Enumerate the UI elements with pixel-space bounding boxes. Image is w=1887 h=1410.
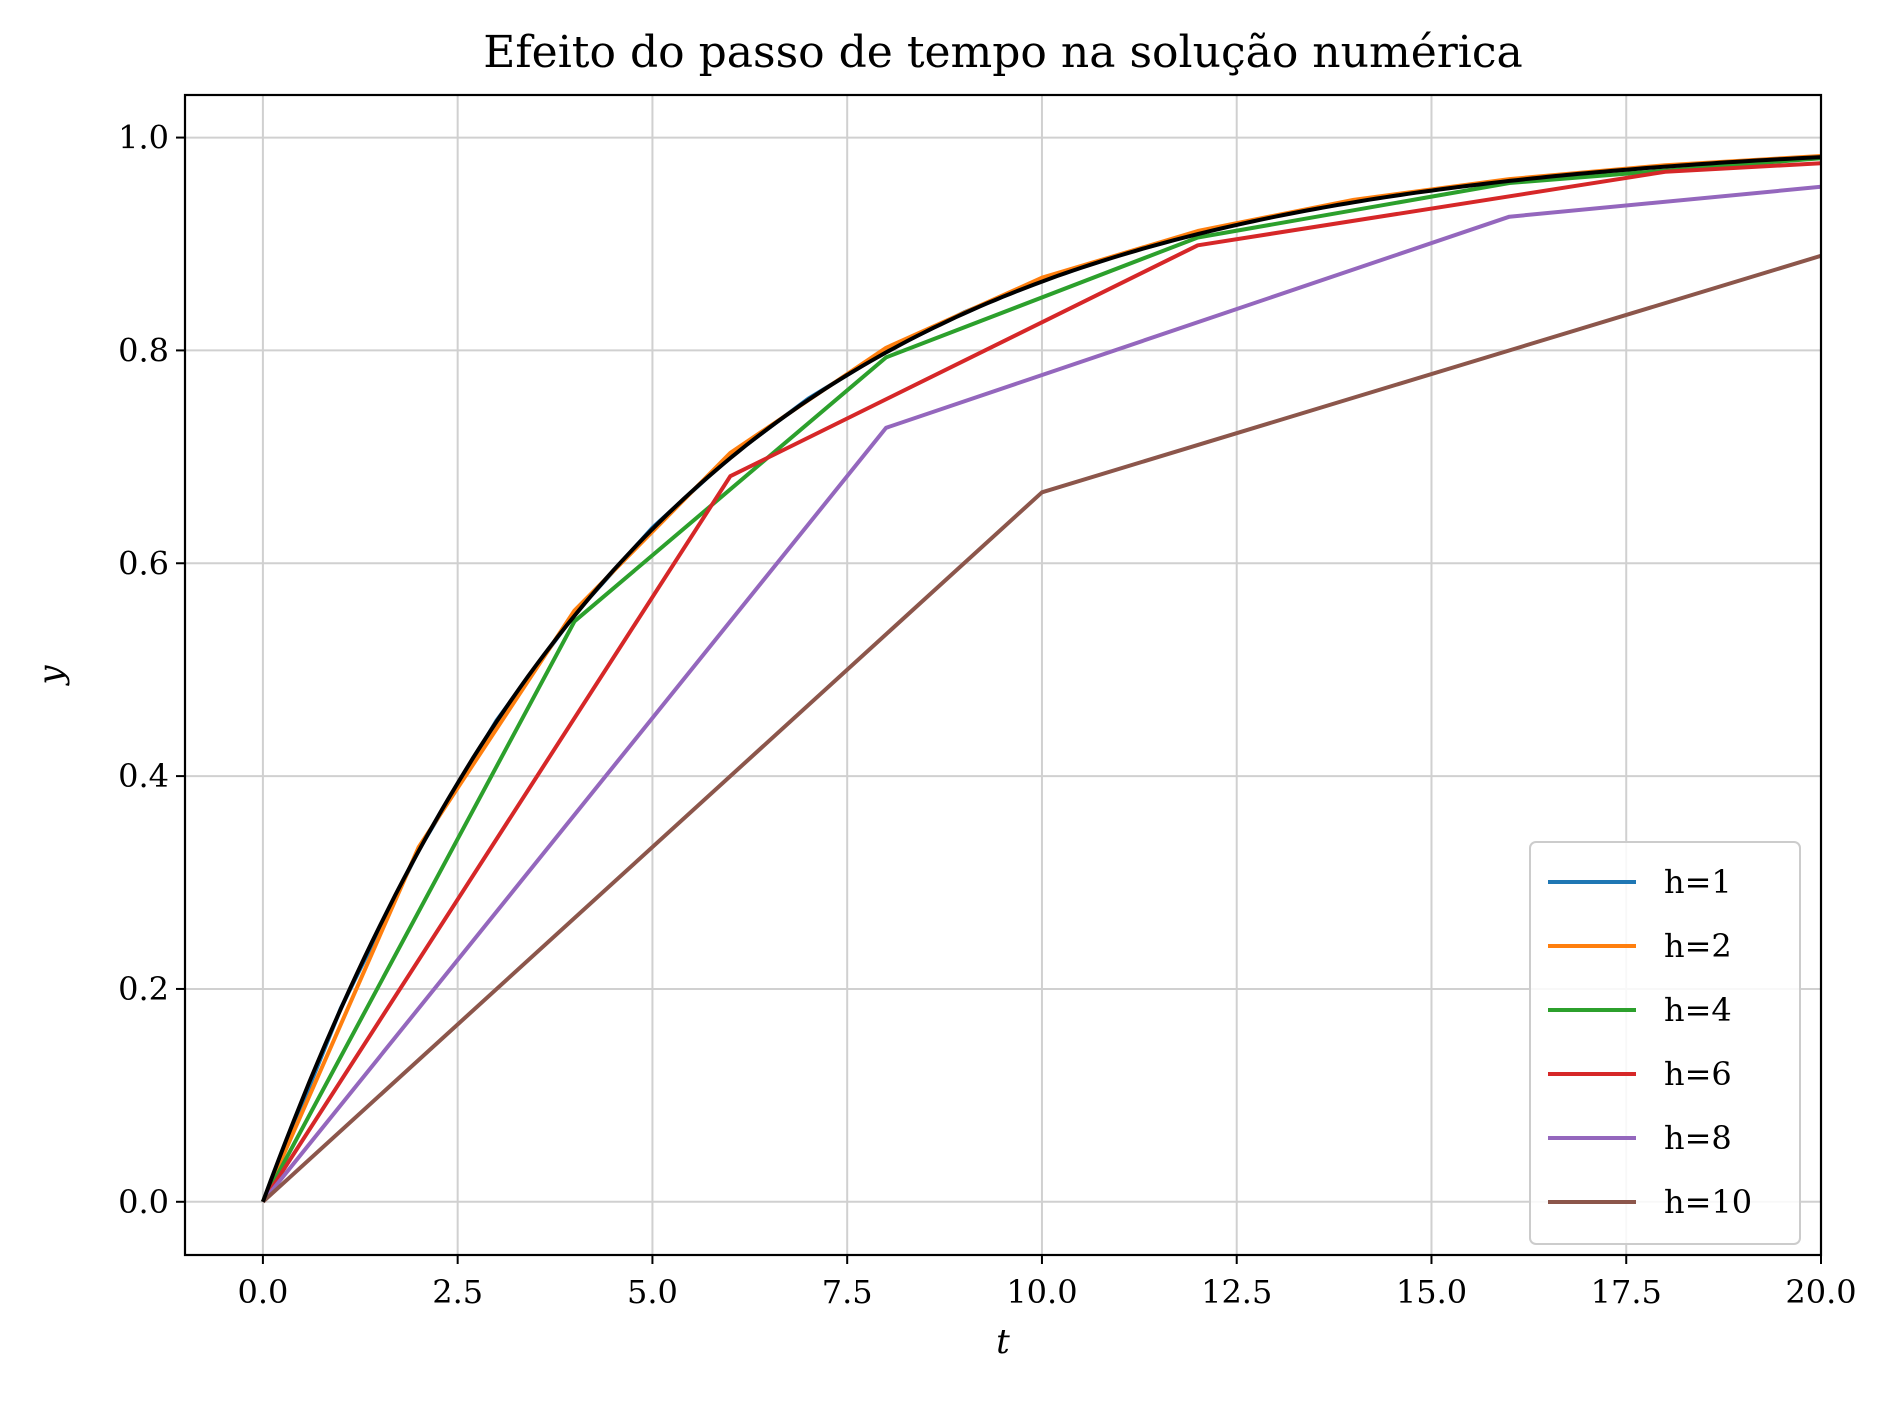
series-line-h10 [261,253,1821,1204]
series-line-h4 [261,156,1821,1203]
legend-label: h=2 [1664,927,1732,965]
x-tick-label: 7.5 [822,1273,873,1311]
grid [185,95,1822,1255]
legend-label: h=4 [1664,991,1732,1029]
legend: h=1 h=2 h=4 h=6 h=8 h=10 [1529,841,1801,1245]
x-tick-label: 12.5 [1201,1273,1272,1311]
x-tick-label: 20.0 [1785,1273,1856,1311]
legend-label: h=6 [1664,1055,1732,1093]
legend-box [1529,841,1801,1245]
y-tick-label: 1.0 [118,119,169,157]
y-tick-label: 0.6 [118,544,169,582]
series-line-h8 [261,184,1821,1204]
y-axis-label: y [31,665,71,687]
y-tick-label: 0.8 [118,331,169,369]
legend-label: h=1 [1664,863,1732,901]
x-axis: 0.0 2.5 5.0 7.5 10.0 12.5 15.0 17.5 20.0 [237,1255,1857,1311]
x-tick-label: 5.0 [627,1273,678,1311]
legend-label: h=10 [1664,1183,1752,1221]
x-tick-label: 2.5 [432,1273,483,1311]
x-axis-label: t [996,1322,1010,1362]
y-tick-label: 0.2 [118,970,169,1008]
y-tick-label: 0.4 [118,757,169,795]
x-tick-label: 17.5 [1591,1273,1662,1311]
y-axis: 0.0 0.2 0.4 0.6 0.8 1.0 [118,119,185,1221]
chart-title: Efeito do passo de tempo na solução numé… [483,27,1522,78]
series-group [261,154,1821,1204]
x-tick-label: 15.0 [1396,1273,1467,1311]
series-line-h6 [261,161,1821,1203]
x-tick-label: 0.0 [237,1273,288,1311]
x-tick-label: 10.0 [1006,1273,1077,1311]
exact-solution-line [261,155,1821,1203]
legend-label: h=8 [1664,1119,1732,1157]
plot-frame [183,93,1823,1257]
plot-area [261,154,1821,1204]
y-tick-label: 0.0 [118,1183,169,1221]
